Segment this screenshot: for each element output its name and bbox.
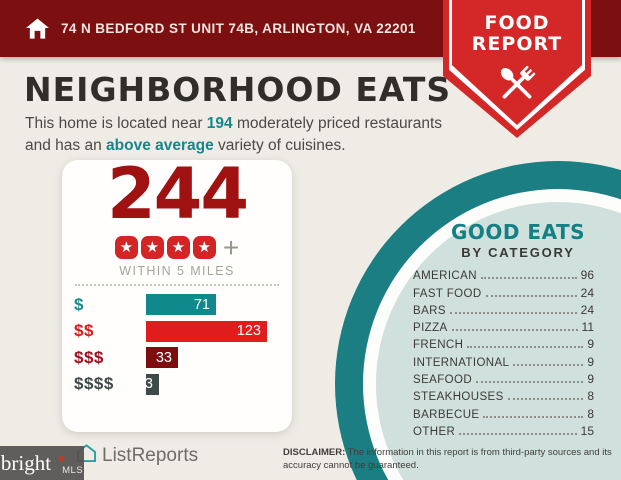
star-rating: ★ ★ ★ ★ + [62, 232, 292, 263]
badge-title-line1: FOOD [484, 12, 550, 34]
property-address: 74 N BEDFORD ST UNIT 74B, ARLINGTON, VA … [61, 21, 416, 36]
category-row: INTERNATIONAL 9 [413, 353, 594, 370]
summary-card: 244 ★ ★ ★ ★ + WITHIN 5 MILES $71 $$ 123 $$$ 33 $$… [62, 153, 292, 432]
brightmls-wordmark: bright [0, 450, 52, 475]
dotted-divider [75, 284, 279, 286]
crossed-spoon-fork-icon [489, 58, 545, 119]
listreports-logo: ListReports [76, 443, 198, 468]
bar-track: 71 [146, 294, 280, 315]
category-count: 96 [580, 268, 594, 283]
bar-fill: 123 [146, 320, 267, 342]
intro-text-part: This home is located near [25, 115, 207, 132]
badge-title: FOOD REPORT [443, 13, 591, 55]
category-label: BARS [413, 304, 446, 317]
variety-highlight: above average [106, 137, 214, 154]
disclaimer-label: DISCLAIMER: [283, 447, 346, 458]
bar-row: $71 [74, 294, 280, 315]
radius-label: WITHIN 5 MILES [119, 264, 235, 278]
good-eats-subtitle: BY CATEGORY [461, 245, 575, 260]
category-row: STEAKHOUSES 8 [413, 388, 594, 405]
restaurant-count: 194 [206, 115, 233, 132]
dotted-leader [449, 311, 577, 314]
category-row: AMERICAN 96 [413, 267, 594, 284]
category-row: SEAFOOD 9 [413, 371, 594, 388]
bar-row: $$$ 33 [74, 347, 280, 368]
category-label: SEAFOOD [413, 374, 473, 387]
badge-title-line2: REPORT [471, 33, 563, 55]
total-restaurants: 244 [106, 153, 249, 235]
category-count: 9 [587, 337, 594, 352]
category-count: 24 [580, 302, 594, 317]
category-label: STEAKHOUSES [413, 391, 504, 404]
intro-text-part: moderately priced restaurants and has an [25, 115, 443, 154]
bar-track: 33 [146, 347, 280, 368]
category-count: 8 [587, 406, 594, 421]
intro-text: This home is located near 194 moderately… [25, 113, 445, 157]
category-row: PIZZA 11 [413, 319, 594, 336]
price-tier-label: $$$$ [74, 374, 114, 393]
intro-text-part: variety of cuisines. [213, 137, 346, 154]
listreports-logo-text: ListReports [102, 444, 199, 466]
dotted-leader [467, 346, 584, 349]
dotted-leader [459, 432, 577, 435]
dotted-leader [476, 381, 584, 384]
bar-track: 123 [146, 320, 280, 342]
category-label: PIZZA [413, 322, 448, 335]
category-row: BARBECUE 8 [413, 405, 594, 422]
dotted-leader [451, 329, 578, 332]
price-tier-label: $$$ [74, 347, 104, 367]
category-label: FRENCH [413, 339, 464, 352]
category-label: AMERICAN [413, 270, 477, 283]
rating-star-icon: ★ [166, 236, 190, 259]
bar-row: $$ 123 [74, 320, 280, 342]
bar-fill: 33 [146, 347, 178, 368]
category-count: 24 [580, 285, 594, 300]
category-count: 11 [581, 320, 594, 335]
rating-plus: + [222, 232, 240, 263]
dotted-leader [513, 363, 584, 366]
price-tier-label: $ [74, 294, 84, 314]
category-row: BARS 24 [413, 302, 594, 319]
brightmls-red-dot-icon [57, 454, 66, 462]
dotted-leader [507, 398, 584, 401]
dotted-leader [485, 294, 577, 297]
category-count: 8 [587, 389, 594, 404]
category-label: INTERNATIONAL [413, 356, 510, 369]
dotted-leader [483, 415, 584, 418]
page-title: NEIGHBORHOOD EATS [24, 70, 452, 109]
bar-row: $$$$ 13 [74, 373, 280, 395]
brightmls-mls-label: MLS [62, 465, 84, 476]
category-label: FAST FOOD [413, 287, 482, 300]
rating-star-icon: ★ [192, 236, 216, 259]
price-tier-bar-chart: $71 $$ 123 $$$ 33 $$$$ 13 [74, 294, 280, 400]
disclaimer: DISCLAIMER: The information in this repo… [283, 447, 613, 473]
bar-fill: 71 [146, 294, 216, 315]
bar-track: 13 [137, 373, 280, 395]
category-label: BARBECUE [413, 408, 480, 421]
category-row: FRENCH 9 [413, 336, 594, 353]
category-count: 15 [580, 423, 594, 438]
category-count: 9 [587, 372, 594, 387]
brightmls-watermark: bright MLS [0, 446, 84, 480]
good-eats-title: GOOD EATS [450, 220, 586, 244]
category-row: OTHER 15 [413, 423, 594, 440]
bar-fill: 13 [137, 373, 159, 395]
category-row: FAST FOOD 24 [413, 284, 594, 301]
category-label: OTHER [413, 425, 456, 438]
category-list: AMERICAN 96 FAST FOOD 24 BARS 24 PIZZA 11 FRENCH… [413, 267, 594, 440]
dotted-leader [480, 277, 577, 280]
home-icon [26, 17, 49, 40]
category-count: 9 [587, 354, 594, 369]
disclaimer-text: The information in this report is from t… [283, 447, 612, 471]
food-report-badge: FOOD REPORT [443, 0, 591, 138]
price-tier-label: $$ [74, 321, 94, 340]
rating-star-icon: ★ [114, 236, 138, 259]
rating-star-icon: ★ [140, 236, 164, 259]
